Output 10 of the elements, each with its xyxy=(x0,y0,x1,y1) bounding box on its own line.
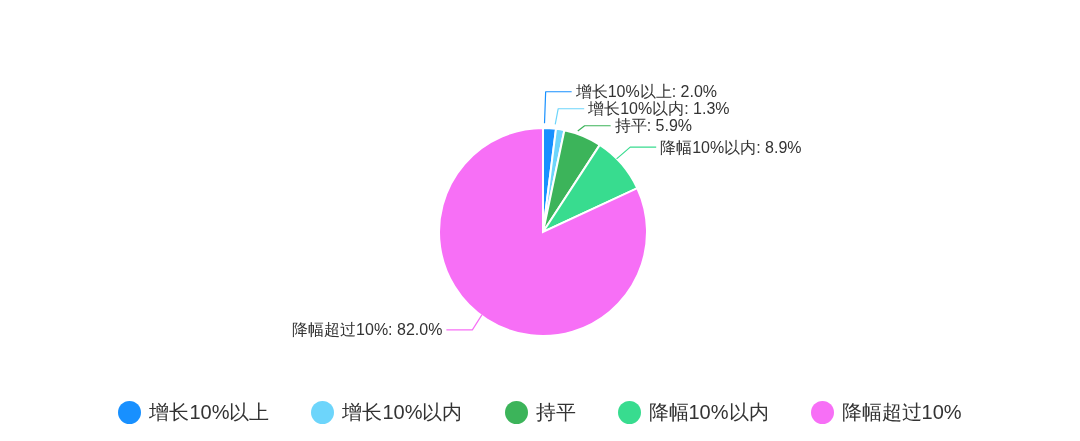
data-label: 增长10%以上: 2.0% xyxy=(574,83,718,101)
data-label: 持平: 5.9% xyxy=(614,117,692,135)
data-label: 降幅超过10%: 82.0% xyxy=(292,321,443,339)
legend-label: 降幅10%以内 xyxy=(648,400,769,424)
legend-label: 降幅超过10% xyxy=(841,400,962,424)
data-label: 降幅10%以内: 8.9% xyxy=(660,138,802,156)
legend-label: 增长10%以内 xyxy=(342,400,463,424)
legend-label: 增长10%以上 xyxy=(149,400,270,424)
data-label: 增长10%以内: 1.3% xyxy=(587,100,730,118)
legend-label: 持平 xyxy=(535,400,576,424)
